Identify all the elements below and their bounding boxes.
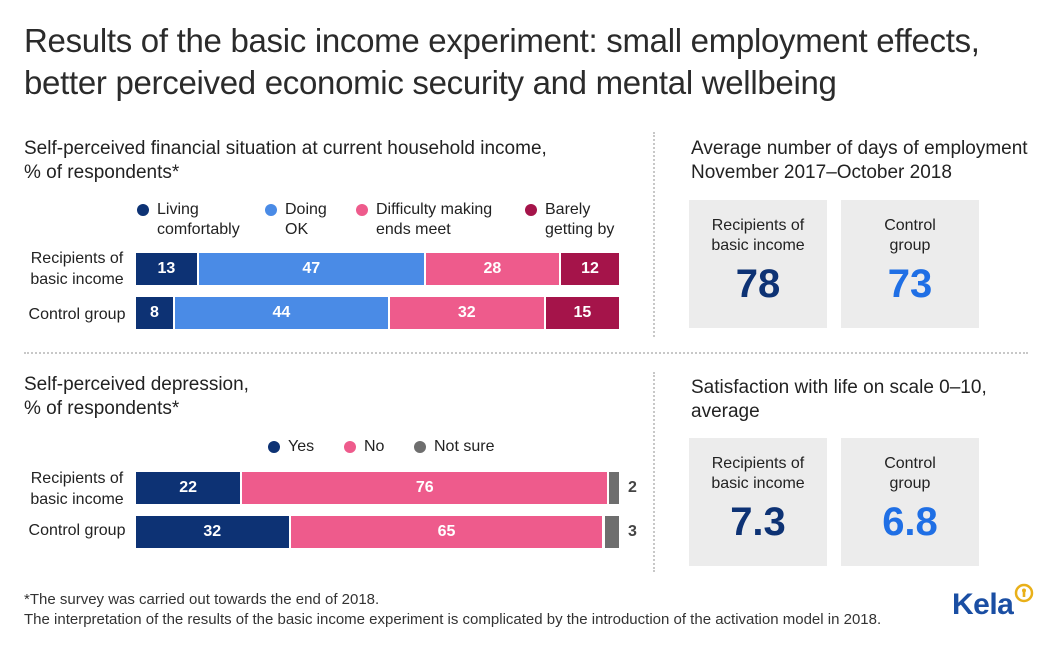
legend-dot-icon [265, 204, 277, 216]
legend-dot-icon [268, 441, 280, 453]
depression-row-label-control: Control group [28, 522, 126, 539]
title-line-1: Results of the basic income experiment: … [24, 22, 980, 59]
satisfaction-title: Satisfaction with life on scale 0–10, av… [691, 376, 987, 424]
bar-segment-barely-getting-by-row-1: 15 [545, 297, 619, 329]
title-line-2: better perceived economic security and m… [24, 64, 837, 101]
bar-value-label: 28 [483, 260, 502, 277]
bar-segment-barely-getting-by-row-0: 12 [561, 253, 619, 285]
bar-value-label-outside: 2 [628, 479, 637, 496]
bar-segment-no-row-1: 65 [290, 516, 605, 548]
financial-chart-title: Self-perceived financial situation at cu… [24, 137, 547, 185]
box-label: Recipients of basic income [711, 217, 805, 254]
satisfaction-box-control: Control group 6.8 [841, 438, 979, 566]
vertical-divider-bottom [653, 372, 655, 572]
legend-dot-icon [525, 204, 537, 216]
legend-label: Difficulty making ends meet [376, 201, 493, 238]
financial-row-label-recipients: Recipients of basic income [30, 250, 124, 288]
bar-value-label: 15 [573, 304, 592, 321]
bar-value-label: 32 [457, 304, 476, 321]
financial-row-label-control: Control group [28, 306, 126, 323]
bar-segment-doing-ok-row-1: 44 [175, 297, 390, 329]
bar-value-label: 22 [179, 479, 198, 496]
legend-label: No [364, 438, 385, 455]
bar-segment-no-row-0: 76 [242, 472, 610, 504]
legend-label: Yes [288, 438, 315, 455]
bar-value-label: 12 [581, 260, 599, 277]
bar-value-label: 44 [272, 304, 291, 321]
footnote-2: The interpretation of the results of the… [24, 611, 882, 628]
employment-box-recipients: Recipients of basic income 78 [689, 200, 827, 328]
financial-chart-title-line-2: % of respondents* [24, 162, 180, 183]
bar-value-label-outside: 3 [628, 523, 637, 540]
box-value: 6.8 [882, 500, 938, 544]
bar-value-label: 76 [415, 479, 434, 496]
box-value: 78 [735, 262, 781, 306]
page-title: Results of the basic income experiment: … [24, 20, 1034, 104]
legend-label: Living comfortably [157, 201, 240, 238]
satisfaction-title-line-2: average [691, 401, 760, 422]
depression-chart-title-line-1: Self-perceived depression, [24, 374, 249, 395]
bar-value-label: 8 [150, 304, 159, 321]
employment-box-control: Control group 73 [841, 200, 979, 328]
bar-segment-yes-row-1: 32 [136, 516, 291, 548]
legend-label: Doing OK [285, 201, 327, 238]
bar-segment-not-sure-row-1 [604, 516, 619, 548]
legend-label: Not sure [434, 438, 495, 455]
satisfaction-box-recipients: Recipients of basic income 7.3 [689, 438, 827, 566]
kela-logo: Kela [952, 588, 1014, 621]
depression-chart-title-line-2: % of respondents* [24, 398, 180, 419]
legend-dot-icon [356, 204, 368, 216]
box-label: Recipients of basic income [711, 455, 805, 492]
bar-value-label: 47 [302, 260, 321, 277]
bar-value-label: 13 [157, 260, 176, 277]
legend-dot-icon [414, 441, 426, 453]
employment-title: Average number of days of employment Nov… [691, 137, 1028, 185]
employment-title-line-2: November 2017–October 2018 [691, 162, 952, 183]
box-label: Control group [884, 217, 936, 254]
bar-segment-yes-row-0: 22 [136, 472, 243, 504]
horizontal-divider [24, 352, 1028, 354]
depression-chart-title: Self-perceived depression, % of responde… [24, 373, 249, 421]
bar-segment-difficulty-making-ends-meet-row-0: 28 [425, 253, 562, 285]
box-label: Control group [884, 455, 936, 492]
legend-dot-icon [137, 204, 149, 216]
box-value: 73 [887, 262, 933, 306]
bar-segment-doing-ok-row-0: 47 [198, 253, 426, 285]
bar-value-label: 65 [437, 523, 456, 540]
legend-dot-icon [344, 441, 356, 453]
legend-label: Barely getting by [545, 201, 615, 238]
footnote-1: *The survey was carried out towards the … [24, 591, 380, 608]
employment-title-line-1: Average number of days of employment [691, 138, 1028, 159]
vertical-divider-top [653, 132, 655, 337]
kela-emblem-icon [1014, 583, 1034, 603]
satisfaction-title-line-1: Satisfaction with life on scale 0–10, [691, 377, 987, 398]
depression-row-label-recipients: Recipients of basic income [30, 470, 124, 508]
bar-value-label: 32 [203, 523, 222, 540]
financial-chart-title-line-1: Self-perceived financial situation at cu… [24, 138, 547, 159]
bar-segment-living-comfortably-row-1: 8 [136, 297, 176, 329]
bar-segment-difficulty-making-ends-meet-row-1: 32 [389, 297, 546, 329]
bar-segment-not-sure-row-0 [609, 472, 619, 504]
bar-segment-living-comfortably-row-0: 13 [136, 253, 199, 285]
box-value: 7.3 [730, 500, 786, 544]
